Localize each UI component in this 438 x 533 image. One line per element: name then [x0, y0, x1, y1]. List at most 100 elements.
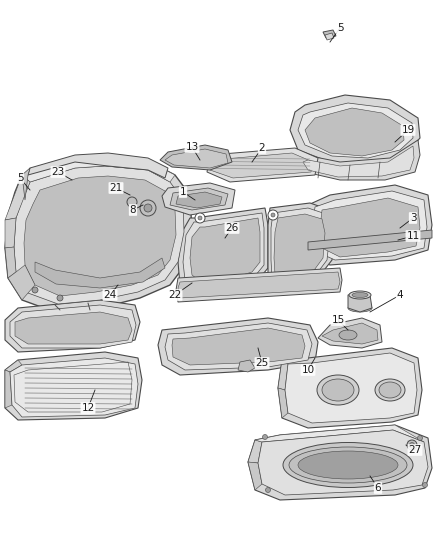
Polygon shape [210, 153, 313, 178]
Text: 23: 23 [51, 167, 65, 177]
Polygon shape [162, 183, 235, 215]
Polygon shape [5, 175, 30, 220]
Polygon shape [5, 247, 16, 278]
Text: 6: 6 [374, 483, 381, 493]
Polygon shape [322, 323, 378, 344]
Text: 3: 3 [410, 213, 416, 223]
Polygon shape [318, 318, 382, 348]
Polygon shape [298, 103, 413, 158]
Polygon shape [172, 328, 305, 365]
Circle shape [140, 200, 156, 216]
Polygon shape [170, 188, 228, 210]
Polygon shape [290, 95, 420, 165]
Polygon shape [312, 191, 427, 260]
Polygon shape [258, 430, 428, 495]
Polygon shape [22, 168, 30, 200]
Text: 11: 11 [406, 231, 420, 241]
Text: 8: 8 [130, 205, 136, 215]
Ellipse shape [289, 447, 407, 483]
Circle shape [423, 482, 427, 488]
Polygon shape [268, 203, 335, 285]
Circle shape [407, 440, 417, 450]
Polygon shape [248, 440, 262, 463]
Polygon shape [248, 425, 432, 500]
Polygon shape [183, 213, 264, 289]
Circle shape [57, 295, 63, 301]
Polygon shape [5, 300, 140, 352]
Polygon shape [15, 312, 132, 344]
Polygon shape [160, 145, 232, 170]
Text: 2: 2 [259, 143, 265, 153]
Text: 4: 4 [397, 290, 403, 300]
Polygon shape [35, 258, 165, 288]
Circle shape [262, 434, 268, 440]
Polygon shape [278, 388, 288, 418]
Text: 25: 25 [255, 358, 268, 368]
Polygon shape [348, 292, 372, 312]
Polygon shape [303, 146, 414, 177]
Text: 15: 15 [332, 315, 345, 325]
Polygon shape [24, 176, 176, 296]
Polygon shape [274, 214, 325, 278]
Polygon shape [10, 305, 136, 348]
Ellipse shape [352, 293, 368, 297]
Polygon shape [176, 268, 342, 302]
Polygon shape [5, 352, 142, 420]
Polygon shape [165, 323, 312, 370]
Ellipse shape [375, 379, 405, 401]
Polygon shape [255, 425, 424, 442]
Polygon shape [18, 180, 28, 191]
Polygon shape [28, 153, 168, 178]
Polygon shape [5, 158, 192, 312]
Polygon shape [20, 183, 26, 190]
Polygon shape [238, 360, 255, 372]
Text: 22: 22 [168, 290, 182, 300]
Ellipse shape [348, 304, 372, 312]
Polygon shape [248, 462, 262, 490]
Text: 24: 24 [103, 290, 117, 300]
Polygon shape [5, 218, 16, 248]
Text: 21: 21 [110, 183, 123, 193]
Ellipse shape [339, 330, 357, 340]
Text: 5: 5 [337, 23, 343, 33]
Polygon shape [323, 30, 336, 38]
Polygon shape [278, 360, 288, 390]
Polygon shape [308, 230, 432, 250]
Polygon shape [5, 360, 22, 372]
Text: 10: 10 [301, 365, 314, 375]
Text: 1: 1 [180, 187, 186, 197]
Ellipse shape [283, 442, 413, 488]
Ellipse shape [317, 375, 359, 405]
Polygon shape [5, 370, 12, 408]
Ellipse shape [349, 291, 371, 299]
Circle shape [32, 287, 38, 293]
Polygon shape [271, 208, 330, 282]
Text: 13: 13 [185, 142, 198, 152]
Circle shape [127, 197, 137, 207]
Text: 5: 5 [17, 173, 23, 183]
Polygon shape [14, 166, 184, 304]
Circle shape [271, 213, 275, 217]
Polygon shape [178, 272, 340, 298]
Polygon shape [178, 208, 268, 295]
Polygon shape [320, 198, 420, 257]
Text: 19: 19 [401, 125, 415, 135]
Circle shape [144, 204, 152, 212]
Circle shape [417, 435, 423, 440]
Polygon shape [305, 185, 432, 265]
Polygon shape [8, 265, 35, 300]
Polygon shape [305, 108, 404, 156]
Polygon shape [207, 148, 318, 182]
Text: 26: 26 [226, 223, 239, 233]
Ellipse shape [322, 379, 354, 401]
Polygon shape [10, 358, 138, 417]
Ellipse shape [298, 451, 398, 479]
Polygon shape [190, 218, 260, 283]
Ellipse shape [379, 382, 401, 398]
Circle shape [265, 488, 271, 492]
Circle shape [195, 213, 205, 223]
Circle shape [410, 442, 414, 448]
Polygon shape [165, 149, 228, 168]
Circle shape [198, 216, 202, 220]
Polygon shape [176, 192, 222, 208]
